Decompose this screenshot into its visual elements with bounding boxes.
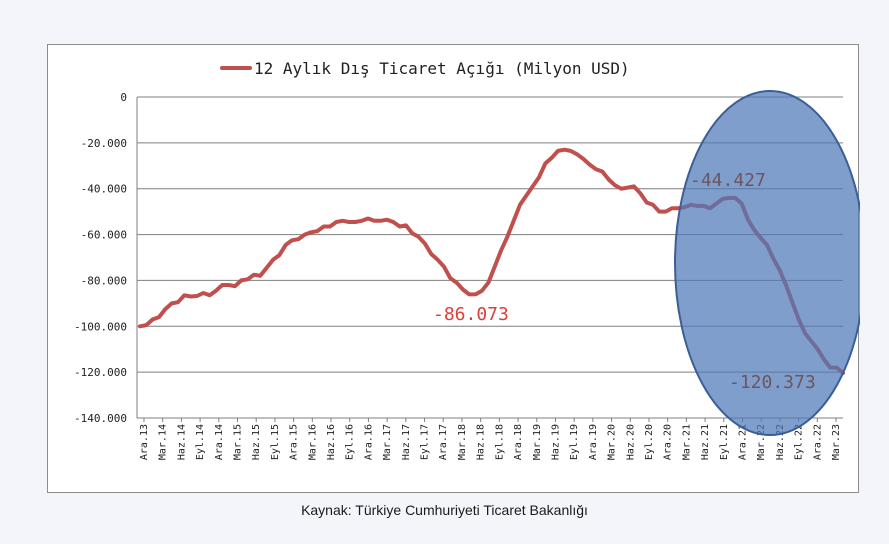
x-tick-label: Eyl.16 — [345, 424, 356, 460]
highlight-ellipse — [674, 90, 860, 436]
x-tick-label: Haz.18 — [476, 424, 487, 460]
y-tick-label: -100.000 — [74, 320, 127, 333]
legend-label: 12 Aylık Dış Ticaret Açığı (Milyon USD) — [254, 59, 630, 78]
x-tick-label: Haz.17 — [401, 424, 412, 460]
x-tick-label: Eyl.15 — [270, 424, 281, 460]
x-tick-label: Mar.23 — [831, 424, 842, 460]
x-tick-label: Ara.21 — [737, 424, 748, 460]
y-tick-label: -20.000 — [81, 137, 127, 150]
x-tick-label: Haz.16 — [326, 424, 337, 460]
x-tick-label: Mar.16 — [307, 424, 318, 460]
chart-canvas: 0 -20.000 -40.000 -60.000 -80.000 -100.000 -12… — [74, 59, 860, 460]
x-tick-label: Eyl.22 — [794, 424, 805, 460]
x-tick-label: Mar.15 — [233, 424, 244, 460]
x-tick-label: Ara.16 — [363, 424, 374, 460]
x-tick-label: Haz.15 — [251, 424, 262, 460]
x-tick-label: Mar.22 — [756, 424, 767, 460]
y-tick-label: -80.000 — [81, 274, 127, 287]
x-tick-label: Eyl.14 — [195, 424, 206, 460]
x-tick-label: Eyl.19 — [569, 424, 580, 460]
y-tick-label: 0 — [120, 91, 127, 104]
annotation-2021: -44.427 — [690, 170, 766, 191]
x-tick-label: Ara.19 — [588, 424, 599, 460]
y-tick-label: -120.000 — [74, 366, 127, 379]
source-caption: Kaynak: Türkiye Cumhuriyeti Ticaret Baka… — [301, 502, 588, 518]
chart-frame: 0 -20.000 -40.000 -60.000 -80.000 -100.000 -12… — [47, 44, 860, 493]
x-tick-label: Eyl.21 — [719, 424, 730, 460]
annotation-2023: -120.373 — [729, 372, 816, 393]
x-tick-label: Mar.20 — [607, 424, 618, 460]
x-tick-label: Mar.14 — [158, 424, 169, 460]
x-tick-label: Ara.14 — [214, 424, 225, 460]
x-tick-label: Eyl.20 — [644, 424, 655, 460]
annotation-min-2018: -86.073 — [433, 304, 509, 325]
x-tick-label: Mar.17 — [382, 424, 393, 460]
x-tick-label: Eyl.17 — [420, 424, 431, 460]
x-tick-label: Mar.21 — [681, 424, 692, 460]
x-tick-label: Ara.18 — [513, 424, 524, 460]
x-tick-label: Haz.19 — [550, 424, 561, 460]
x-tick-label: Mar.18 — [457, 424, 468, 460]
y-tick-label: -140.000 — [74, 412, 127, 425]
x-tick-label: Ara.15 — [289, 424, 300, 460]
y-tick-label: -60.000 — [81, 229, 127, 242]
x-tick-label: Ara.20 — [663, 424, 674, 460]
x-tick-label: Mar.19 — [532, 424, 543, 460]
x-tick-label: Haz.20 — [625, 424, 636, 460]
x-tick-label: Haz.14 — [176, 424, 187, 460]
x-tick-label: Haz.22 — [775, 424, 786, 460]
y-tick-label: -40.000 — [81, 183, 127, 196]
x-tick-label: Ara.13 — [139, 424, 150, 460]
x-tick-label: Ara.17 — [438, 424, 449, 460]
x-tick-label: Ara.22 — [812, 424, 823, 460]
x-tick-label: Haz.21 — [700, 424, 711, 460]
x-tick-label: Eyl.18 — [494, 424, 505, 460]
